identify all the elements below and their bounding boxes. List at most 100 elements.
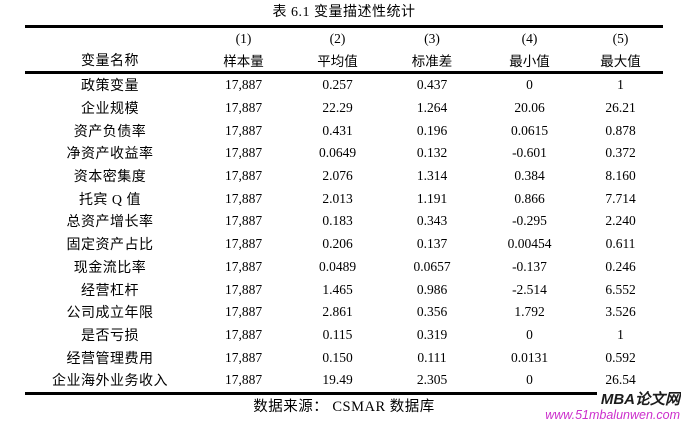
- value-cell: -0.295: [512, 213, 547, 229]
- column-header-min: 最小值: [509, 54, 550, 70]
- variable-name-cell: 固定资产占比: [66, 238, 154, 254]
- value-cell: 0.437: [416, 77, 448, 93]
- value-cell: 17,887: [224, 281, 263, 297]
- value-cell: 0.356: [416, 304, 448, 320]
- table-row: 净资产收益率 17,887 0.0649 0.132 -0.601 0.372: [25, 142, 663, 165]
- value-cell: -0.137: [512, 258, 547, 274]
- value-cell: 17,887: [224, 372, 263, 388]
- watermark-url: www.51mbalunwen.com: [545, 408, 680, 422]
- value-cell: 17,887: [224, 213, 263, 229]
- table-row: 政策变量 17,887 0.257 0.437 0 1: [25, 73, 663, 97]
- value-cell: 0.319: [416, 326, 448, 342]
- variable-name-cell: 净资产收益率: [66, 147, 154, 163]
- value-cell: 17,887: [224, 349, 263, 365]
- header-number-cell: (5): [612, 30, 629, 46]
- variable-name-cell: 政策变量: [81, 79, 139, 95]
- header-number-row: (1) (2) (3) (4) (5): [25, 27, 663, 50]
- value-cell: 0.206: [322, 236, 353, 252]
- value-cell: 17,887: [224, 190, 263, 206]
- value-cell: 0.372: [605, 145, 636, 161]
- header-number-cell: (4): [521, 30, 538, 46]
- table-row: 公司成立年限 17,887 2.861 0.356 1.792 3.526: [25, 301, 663, 324]
- column-header-mean: 平均值: [317, 54, 358, 70]
- value-cell: 2.240: [605, 213, 636, 229]
- value-cell: 0.611: [605, 236, 636, 252]
- table-row: 经营杠杆 17,887 1.465 0.986 -2.514 6.552: [25, 278, 663, 301]
- variable-name-cell: 公司成立年限: [66, 306, 154, 322]
- value-cell: 0.150: [322, 349, 353, 365]
- value-cell: 0.431: [322, 122, 353, 138]
- value-cell: 1: [617, 77, 624, 93]
- column-header-sample-size: 样本量: [223, 54, 264, 70]
- table-row: 经营管理费用 17,887 0.150 0.111 0.0131 0.592: [25, 346, 663, 369]
- value-cell: 2.305: [416, 372, 448, 388]
- value-cell: 26.54: [605, 372, 636, 388]
- value-cell: 17,887: [224, 236, 263, 252]
- value-cell: 2.076: [322, 168, 353, 184]
- value-cell: 0.878: [605, 122, 636, 138]
- table-row: 资本密集度 17,887 2.076 1.314 0.384 8.160: [25, 165, 663, 188]
- value-cell: 0.592: [605, 349, 636, 365]
- column-header-variable-name: 变量名称: [81, 54, 139, 70]
- value-cell: -2.514: [512, 281, 547, 297]
- value-cell: 0.246: [605, 258, 636, 274]
- value-cell: 0.0657: [413, 258, 451, 274]
- value-cell: 0.00454: [507, 236, 552, 252]
- variable-name-cell: 现金流比率: [73, 260, 147, 276]
- value-cell: 0.257: [322, 77, 353, 93]
- value-cell: 0.196: [416, 122, 448, 138]
- watermark: MBA论文网 www.51mbalunwen.com: [545, 392, 680, 422]
- column-header-max: 最大值: [600, 54, 641, 70]
- value-cell: 0.0489: [318, 258, 357, 274]
- value-cell: 0.115: [322, 326, 353, 342]
- value-cell: 2.861: [322, 304, 353, 320]
- header-empty-cell: [25, 27, 195, 50]
- value-cell: 17,887: [224, 304, 263, 320]
- table-row: 是否亏损 17,887 0.115 0.319 0 1: [25, 324, 663, 347]
- table-row: 现金流比率 17,887 0.0489 0.0657 -0.137 0.246: [25, 256, 663, 279]
- value-cell: 0.0131: [510, 349, 549, 365]
- value-cell: 7.714: [605, 190, 636, 206]
- value-cell: 17,887: [224, 168, 263, 184]
- value-cell: -0.601: [512, 145, 547, 161]
- value-cell: 0.183: [322, 213, 353, 229]
- value-cell: 0: [526, 326, 533, 342]
- header-label-row: 变量名称 样本量 平均值 标准差 最小值 最大值: [25, 50, 663, 73]
- variable-name-cell: 资产负债率: [73, 124, 147, 140]
- descriptive-statistics-table: (1) (2) (3) (4) (5) 变量名称 样本量 平均值 标准差 最小值…: [25, 25, 663, 395]
- variable-name-cell: 经营管理费用: [66, 351, 154, 367]
- table-row: 固定资产占比 17,887 0.206 0.137 0.00454 0.611: [25, 233, 663, 256]
- value-cell: 0.986: [416, 281, 448, 297]
- value-cell: 0.137: [416, 236, 448, 252]
- value-cell: 6.552: [605, 281, 636, 297]
- value-cell: 1.792: [514, 304, 545, 320]
- table-row: 托宾 Q 值 17,887 2.013 1.191 0.866 7.714: [25, 187, 663, 210]
- table-header: (1) (2) (3) (4) (5) 变量名称 样本量 平均值 标准差 最小值…: [25, 27, 663, 73]
- variable-name-cell: 资本密集度: [73, 170, 147, 186]
- watermark-brand-logo: MBA论文网: [596, 392, 680, 408]
- value-cell: 0.343: [416, 213, 448, 229]
- value-cell: 0.111: [417, 349, 447, 365]
- variable-name-cell: 企业规模: [81, 102, 139, 118]
- value-cell: 1: [617, 326, 624, 342]
- value-cell: 1.191: [416, 190, 448, 206]
- value-cell: 0.132: [416, 145, 448, 161]
- value-cell: 0.0615: [510, 122, 549, 138]
- column-header-std-dev: 标准差: [411, 54, 453, 70]
- table-row: 企业海外业务收入 17,887 19.49 2.305 0 26.54: [25, 369, 663, 393]
- value-cell: 19.49: [322, 372, 353, 388]
- value-cell: 0.384: [514, 168, 545, 184]
- value-cell: 3.526: [605, 304, 636, 320]
- value-cell: 20.06: [514, 100, 545, 116]
- value-cell: 0: [526, 77, 533, 93]
- value-cell: 1.465: [322, 281, 353, 297]
- value-cell: 1.264: [416, 100, 448, 116]
- value-cell: 0.866: [514, 190, 545, 206]
- header-number-cell: (2): [329, 30, 346, 46]
- value-cell: 1.314: [416, 168, 448, 184]
- variable-name-cell: 经营杠杆: [81, 283, 139, 299]
- value-cell: 8.160: [605, 168, 636, 184]
- data-source-note: 数据来源： CSMAR 数据库: [253, 398, 435, 415]
- value-cell: 17,887: [224, 145, 263, 161]
- table-row: 企业规模 17,887 22.29 1.264 20.06 26.21: [25, 97, 663, 120]
